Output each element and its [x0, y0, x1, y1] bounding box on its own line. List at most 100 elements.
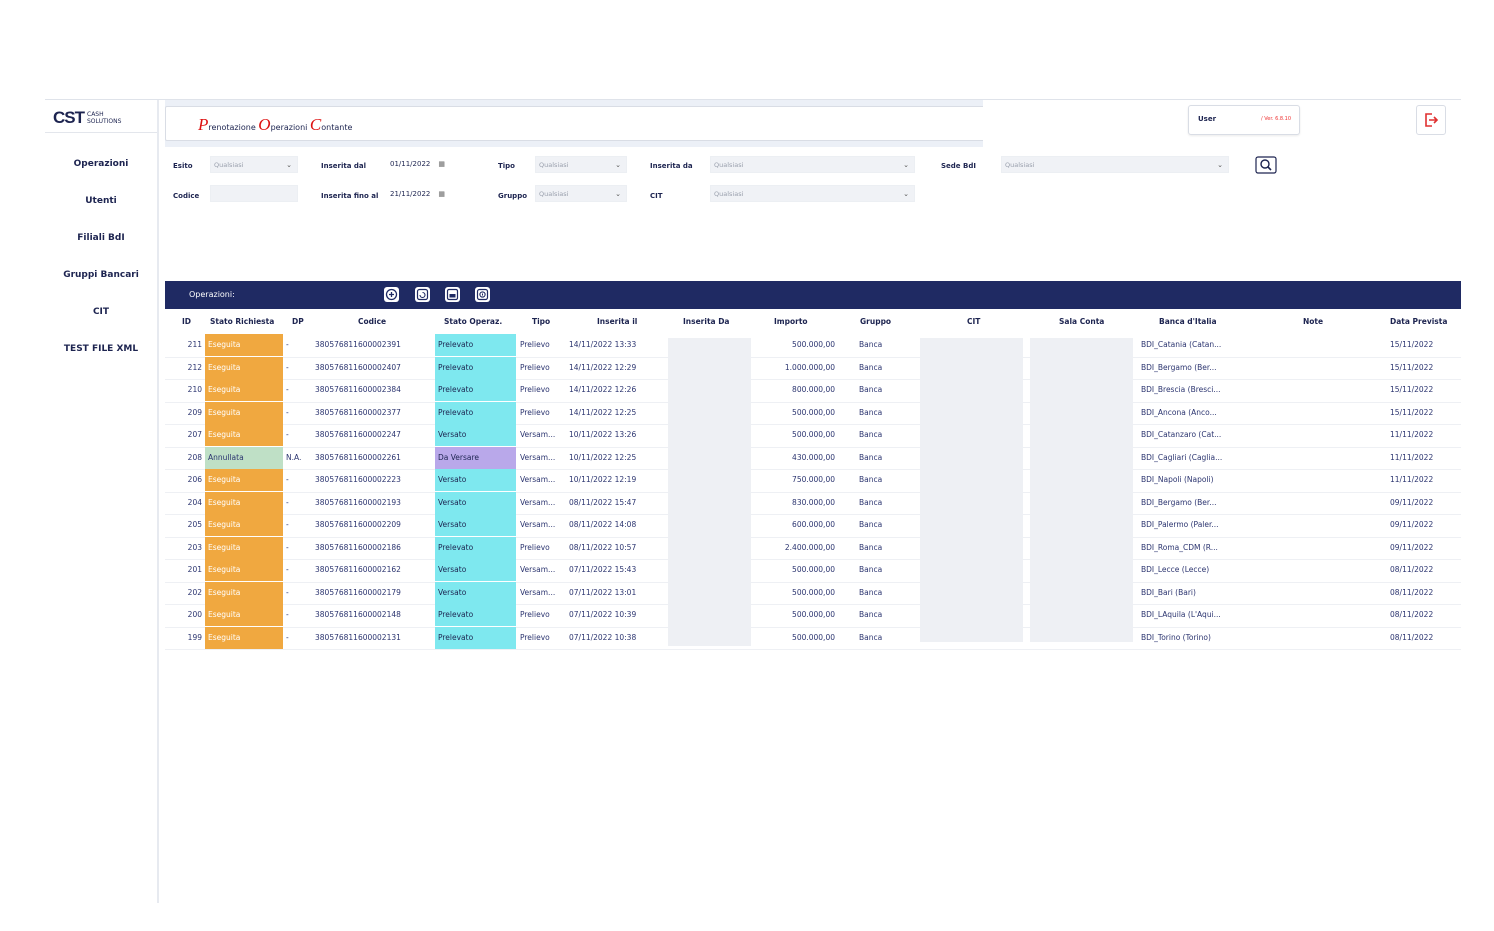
tipo-value: Qualsiasi — [539, 161, 569, 169]
cell-tipo: Versam... — [520, 565, 556, 574]
cell-importo: 500.000,00 — [792, 587, 835, 597]
cell-banca-italia: BDI_Ancona (Anco... — [1141, 407, 1217, 417]
header-sala-conta[interactable]: Sala Conta — [1059, 317, 1105, 326]
table-row[interactable]: 205 Eseguita - 380576811600002209 Versato Ver… — [165, 514, 1461, 538]
gruppo-select[interactable]: Qualsiasi ⌄ — [535, 185, 627, 202]
tipo-select[interactable]: Qualsiasi ⌄ — [535, 156, 627, 173]
header-stato-operaz[interactable]: Stato Operaz. — [444, 317, 503, 326]
header-note[interactable]: Note — [1303, 317, 1324, 326]
cell-dp: - — [286, 610, 289, 619]
cell-inserita-il: 10/11/2022 13:26 — [569, 430, 637, 439]
sidebar-item-test-file-xml[interactable]: TEST FILE XML — [63, 344, 139, 354]
cit-select[interactable]: Qualsiasi ⌄ — [710, 185, 915, 202]
header-banca-italia[interactable]: Banca d'Italia — [1159, 317, 1217, 326]
sidebar-item-filiali-bdi[interactable]: Filiali BdI — [77, 233, 125, 243]
logo: CST CASH SOLUTIONS — [53, 108, 121, 128]
cell-gruppo: Banca — [859, 475, 883, 484]
top-right-area: User / Ver. 6.8.10 — [983, 100, 1461, 147]
add-operation-button[interactable] — [384, 287, 399, 302]
cell-gruppo: Banca — [859, 632, 883, 642]
header-data-prevista[interactable]: Data Prevista — [1390, 317, 1448, 326]
cell-gruppo: Banca — [859, 407, 883, 417]
sede-bdi-select[interactable]: Qualsiasi ⌄ — [1001, 156, 1229, 173]
inserita-da-select[interactable]: Qualsiasi ⌄ — [710, 156, 915, 173]
header-id[interactable]: ID — [182, 317, 192, 326]
cell-dp: - — [286, 542, 289, 552]
header-importo[interactable]: Importo — [774, 317, 808, 326]
header-tipo[interactable]: Tipo — [532, 317, 551, 326]
table-row[interactable]: 211 Eseguita - 380576811600002391 Prelevato P… — [165, 334, 1461, 358]
table-row[interactable]: 203 Eseguita - 380576811600002186 Prelevato P… — [165, 536, 1461, 560]
chevron-down-icon: ⌄ — [615, 161, 621, 169]
user-box[interactable]: User / Ver. 6.8.10 — [1188, 105, 1300, 135]
cell-data-prevista: 11/11/2022 — [1390, 452, 1434, 462]
title-cap-c: C — [309, 115, 322, 134]
table-row[interactable]: 207 Eseguita - 380576811600002247 Versato Ver… — [165, 424, 1461, 448]
table-row[interactable]: 206 Eseguita - 380576811600002223 Versato Ver… — [165, 469, 1461, 493]
cell-stato-richiesta: Eseguita — [205, 379, 283, 401]
codice-input[interactable] — [210, 185, 298, 202]
sidebar-item-gruppi-bancari[interactable]: Gruppi Bancari — [63, 270, 139, 280]
chevron-down-icon: ⌄ — [615, 190, 621, 198]
table-row[interactable]: 200 Eseguita - 380576811600002148 Prelevato P… — [165, 604, 1461, 628]
cell-data-prevista: 09/11/2022 — [1390, 497, 1434, 507]
title-word-1: renotazione — [208, 123, 259, 132]
table-row[interactable]: 199 Eseguita - 380576811600002131 Prelevato P… — [165, 626, 1461, 650]
header-inserita-il[interactable]: Inserita il — [597, 317, 638, 326]
tipo-label: Tipo — [498, 162, 515, 170]
calendar-icon[interactable]: ▦ — [438, 160, 445, 168]
header-stato-richiesta[interactable]: Stato Richiesta — [210, 317, 275, 326]
cell-stato-richiesta: Eseguita — [205, 491, 283, 514]
cell-banca-italia: BDI_Lecce (Lecce) — [1141, 565, 1210, 574]
info-button[interactable] — [475, 287, 490, 302]
table-row[interactable]: 209 Eseguita - 380576811600002377 Prelevato P… — [165, 401, 1461, 425]
search-button[interactable] — [1255, 156, 1277, 174]
inserita-fino-input[interactable]: 21/11/2022 ▦ — [390, 190, 445, 198]
calendar-icon[interactable]: ▦ — [438, 190, 445, 198]
cell-inserita-il: 08/11/2022 15:47 — [569, 497, 637, 507]
cell-codice: 380576811600002131 — [315, 632, 401, 642]
refresh-button[interactable] — [415, 287, 430, 302]
table-row[interactable]: 210 Eseguita - 380576811600002384 Prelevato P… — [165, 379, 1461, 403]
header-dp[interactable]: DP — [292, 317, 304, 326]
sidebar-item-operazioni[interactable]: Operazioni — [73, 159, 129, 169]
cell-gruppo: Banca — [859, 385, 883, 394]
title-cap-o: O — [258, 115, 271, 134]
sidebar-item-utenti[interactable]: Utenti — [85, 196, 117, 206]
header-cit[interactable]: CIT — [967, 317, 981, 326]
page-title: Prenotazione Operazioni Contante — [198, 115, 352, 135]
logo-sub1: CASH — [87, 111, 104, 118]
cell-codice: 380576811600002391 — [315, 340, 401, 349]
cell-importo: 500.000,00 — [792, 610, 835, 619]
cit-label: CIT — [650, 192, 663, 200]
table-row[interactable]: 208 Annullata N.A. 380576811600002261 Da Ver… — [165, 446, 1461, 470]
cell-codice: 380576811600002186 — [315, 542, 401, 552]
cell-gruppo: Banca — [859, 587, 883, 597]
cell-stato-operaz: Prelevato — [435, 356, 516, 379]
cell-tipo: Prelievo — [520, 385, 550, 394]
cell-data-prevista: 08/11/2022 — [1390, 587, 1434, 597]
cell-stato-operaz: Da Versare — [435, 446, 516, 469]
cell-importo: 500.000,00 — [792, 565, 835, 574]
cell-data-prevista: 15/11/2022 — [1390, 340, 1434, 349]
cell-codice: 380576811600002407 — [315, 362, 401, 372]
chevron-down-icon: ⌄ — [286, 161, 292, 169]
header-gruppo[interactable]: Gruppo — [860, 317, 892, 326]
cell-stato-operaz: Prelevato — [435, 334, 516, 356]
table-row[interactable]: 212 Eseguita - 380576811600002407 Prelevato P… — [165, 356, 1461, 380]
inserita-fino-label: Inserita fino al — [321, 192, 379, 200]
cell-dp: N.A. — [286, 452, 302, 462]
header-inserita-da[interactable]: Inserita Da — [683, 317, 730, 326]
sidebar-item-cit[interactable]: CIT — [92, 307, 110, 317]
cell-tipo: Prelievo — [520, 542, 550, 552]
logout-button[interactable] — [1416, 105, 1446, 135]
header-codice[interactable]: Codice — [358, 317, 387, 326]
table-row[interactable]: 201 Eseguita - 380576811600002162 Versato Ver… — [165, 559, 1461, 583]
inserita-dal-input[interactable]: 01/11/2022 ▦ — [390, 160, 445, 168]
table-row[interactable]: 202 Eseguita - 380576811600002179 Versato Ver… — [165, 581, 1461, 605]
cell-banca-italia: BDI_Cagliari (Caglia... — [1141, 452, 1223, 462]
esito-select[interactable]: Qualsiasi ⌄ — [210, 156, 298, 173]
log-button[interactable] — [445, 287, 460, 302]
cell-importo: 800.000,00 — [792, 385, 835, 394]
table-row[interactable]: 204 Eseguita - 380576811600002193 Versato Ver… — [165, 491, 1461, 515]
